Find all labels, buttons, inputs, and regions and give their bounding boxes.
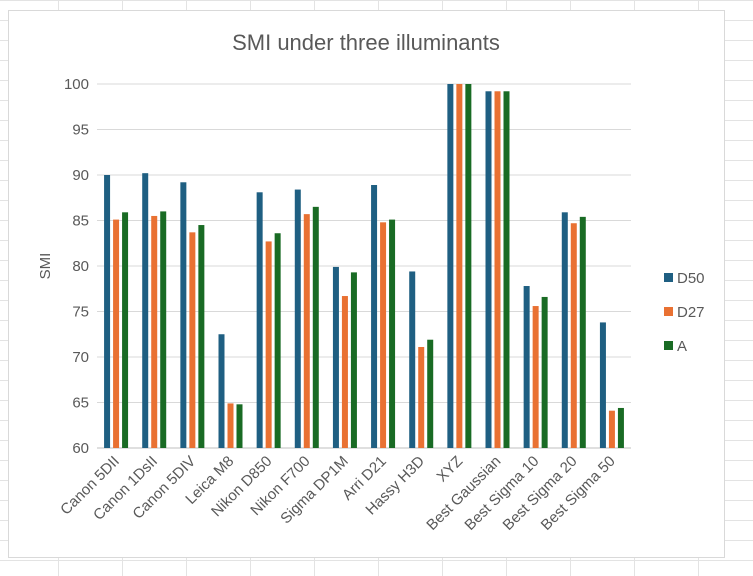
bar-a[interactable] bbox=[160, 211, 167, 448]
bar-a[interactable] bbox=[312, 206, 319, 448]
bar-d27[interactable] bbox=[189, 232, 196, 448]
bars bbox=[104, 84, 624, 448]
bar-d27[interactable] bbox=[303, 214, 310, 448]
bar-a[interactable] bbox=[541, 296, 548, 448]
bar-d50[interactable] bbox=[561, 212, 568, 448]
y-tick-label: 75 bbox=[72, 304, 89, 321]
bar-a[interactable] bbox=[389, 219, 396, 448]
bar-a[interactable] bbox=[236, 404, 243, 448]
y-tick-label: 80 bbox=[72, 258, 89, 275]
x-tick-label: XYZ bbox=[434, 453, 467, 486]
chart-title: SMI under three illuminants bbox=[232, 30, 500, 55]
bar-a[interactable] bbox=[350, 272, 357, 448]
bar-d27[interactable] bbox=[532, 306, 539, 448]
bar-a[interactable] bbox=[503, 91, 510, 448]
bar-d27[interactable] bbox=[341, 296, 348, 448]
bar-d50[interactable] bbox=[294, 189, 301, 448]
bar-d50[interactable] bbox=[447, 84, 454, 448]
bar-d27[interactable] bbox=[456, 84, 463, 448]
y-tick-label: 90 bbox=[72, 167, 89, 184]
bar-d27[interactable] bbox=[227, 403, 234, 448]
legend-swatch bbox=[664, 341, 673, 350]
bar-a[interactable] bbox=[617, 407, 624, 448]
legend-label: D50 bbox=[677, 270, 705, 287]
y-axis-ticks: 60 65 70 75 80 85 90 95 100 bbox=[64, 76, 89, 457]
bar-d27[interactable] bbox=[380, 222, 387, 448]
bar-d50[interactable] bbox=[523, 286, 530, 448]
legend-swatch bbox=[664, 307, 673, 316]
bar-a[interactable] bbox=[122, 212, 129, 448]
y-tick-label: 60 bbox=[72, 440, 89, 457]
bar-d50[interactable] bbox=[599, 322, 606, 448]
bar-a[interactable] bbox=[427, 339, 434, 448]
legend-swatch bbox=[664, 273, 673, 282]
gridlines bbox=[97, 83, 631, 449]
bar-d50[interactable] bbox=[180, 182, 187, 448]
bar-a[interactable] bbox=[579, 216, 586, 448]
bar-d50[interactable] bbox=[218, 334, 225, 448]
y-tick-label: 65 bbox=[72, 395, 89, 412]
y-tick-label: 95 bbox=[72, 122, 89, 139]
bar-a[interactable] bbox=[274, 233, 281, 448]
bar-d27[interactable] bbox=[418, 346, 425, 448]
bar-d50[interactable] bbox=[104, 175, 111, 448]
legend: D50 D27 A bbox=[664, 270, 705, 355]
bar-d50[interactable] bbox=[409, 271, 416, 448]
bar-d50[interactable] bbox=[332, 266, 339, 448]
bar-a[interactable] bbox=[198, 225, 205, 448]
legend-label: A bbox=[677, 338, 687, 355]
bar-d27[interactable] bbox=[265, 241, 272, 448]
bar-d27[interactable] bbox=[608, 410, 615, 448]
bar-d27[interactable] bbox=[151, 215, 158, 448]
bar-d50[interactable] bbox=[142, 173, 149, 448]
bar-d50[interactable] bbox=[256, 192, 263, 448]
bar-d27[interactable] bbox=[570, 223, 577, 448]
bar-d50[interactable] bbox=[485, 91, 492, 448]
bar-d50[interactable] bbox=[371, 185, 378, 448]
bar-a[interactable] bbox=[465, 84, 472, 448]
y-axis-label: SMI bbox=[37, 253, 54, 280]
y-tick-label: 85 bbox=[72, 213, 89, 230]
legend-label: D27 bbox=[677, 304, 705, 321]
bar-d27[interactable] bbox=[113, 219, 120, 448]
bar-d27[interactable] bbox=[494, 91, 501, 448]
y-tick-label: 70 bbox=[72, 349, 89, 366]
y-tick-label: 100 bbox=[64, 76, 89, 93]
